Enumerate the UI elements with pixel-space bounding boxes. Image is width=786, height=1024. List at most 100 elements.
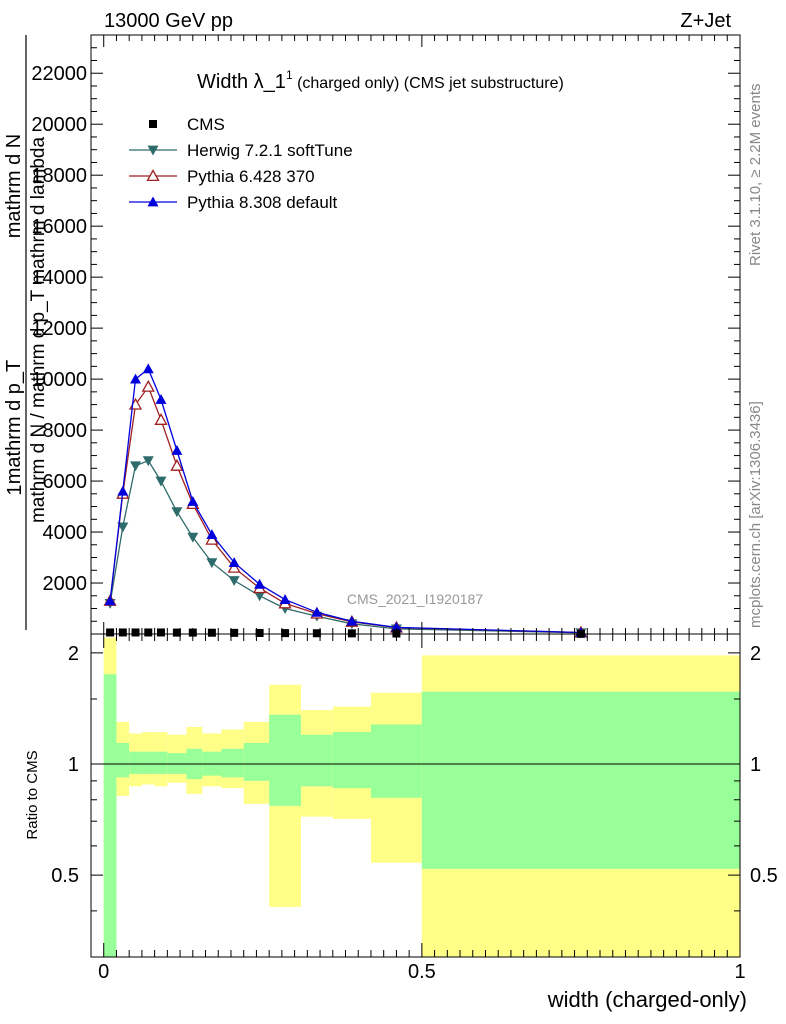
ratio-inner-band [269, 714, 301, 806]
ratio-y-tick-label-right: 1 [750, 754, 761, 776]
data-point-marker [311, 606, 323, 617]
data-point-marker [146, 169, 160, 182]
ratio-y-tick-label-right: 2 [750, 643, 761, 665]
y-tick-label: 14000 [31, 267, 87, 289]
plot-title-main: Width λ_1 [197, 71, 286, 93]
data-point-marker [171, 507, 183, 518]
ylabel-dn: mathrm d N [3, 134, 25, 238]
ratio-y-tick-label-left: 2 [68, 643, 79, 665]
ratio-xlabel: width (charged-only) [547, 987, 747, 1012]
series-3 [104, 363, 587, 637]
data-point-marker [141, 379, 155, 392]
data-point-marker [154, 413, 168, 425]
ratio-axis-ticks: 0.5 0.5 1 1 2 2 0 0.5 1 [51, 634, 778, 983]
x-tick-label: 1 [734, 961, 745, 983]
y-tick-label: 12000 [31, 318, 87, 340]
plot-title-rest: (charged only) (CMS jet substructure) [293, 75, 564, 92]
data-point-marker [155, 476, 167, 487]
data-point-marker [228, 576, 240, 586]
data-point-marker [118, 628, 127, 637]
data-point-marker [171, 444, 183, 455]
legend-label: Herwig 7.2.1 softTune [187, 141, 353, 160]
data-point-marker [228, 557, 240, 568]
data-point-marker [147, 145, 159, 156]
series-line [109, 367, 581, 634]
ratio-inner-band [129, 751, 142, 774]
analysis-watermark: CMS_2021_I1920187 [347, 591, 483, 607]
series-1 [104, 456, 587, 639]
main-axis-ticks: 2000 4000 6000 8000 10000 12000 14000 16000 1800… [31, 35, 741, 634]
data-point-marker [390, 621, 402, 632]
data-point-marker [155, 393, 167, 404]
x-tick-label: 0 [98, 961, 109, 983]
ratio-y-tick-label-right: 0.5 [750, 865, 778, 887]
main-curves-layer [103, 363, 588, 639]
y-tick-label: 10000 [31, 369, 87, 391]
data-point-marker [207, 628, 216, 637]
data-point-marker [187, 532, 199, 543]
data-point-marker [170, 458, 184, 471]
ratio-inner-band [116, 742, 130, 778]
plot-title: Width λ_11 (charged only) (CMS jet subst… [197, 68, 564, 93]
ylabel-one: 1 [4, 484, 26, 495]
ratio-bands-layer [103, 637, 740, 957]
ratio-inner-band [332, 732, 371, 789]
data-point-marker [142, 363, 154, 374]
y-tick-label: 20000 [31, 114, 87, 136]
data-point-marker [346, 615, 358, 626]
data-point-marker [279, 594, 291, 604]
legend-label: Pythia 6.428 370 [187, 167, 315, 186]
ratio-inner-band [221, 748, 244, 778]
data-point-marker [254, 591, 266, 602]
data-point-marker [130, 373, 142, 384]
data-point-marker [281, 629, 290, 638]
ratio-ylabel: Ratio to CMS [24, 750, 41, 839]
data-point-marker [131, 628, 140, 637]
data-point-marker [117, 522, 129, 533]
y-tick-label: 16000 [31, 216, 87, 238]
data-point-marker [206, 558, 218, 569]
main-plot-panel: 2000 4000 6000 8000 10000 12000 14000 16000 1800… [3, 34, 741, 639]
rivet-label: Rivet 3.1.10, ≥ 2.2M events [747, 84, 764, 267]
ylabel-dpt: mathrm d p_T [3, 360, 25, 484]
ratio-inner-band [154, 751, 168, 774]
data-point-marker [130, 461, 142, 472]
y-tick-label: 22000 [31, 63, 87, 85]
ratio-inner-band [421, 691, 740, 869]
data-point-marker [149, 120, 157, 128]
data-point-marker [206, 529, 218, 539]
data-point-marker [312, 629, 321, 638]
mcplots-label: mcplots.cern.ch [arXiv:1306.3436] [747, 401, 764, 628]
ratio-inner-band [300, 734, 333, 787]
data-point-marker [187, 495, 199, 506]
main-ylabel: 1 mathrm d N mathrm d p_T mathrm d N / m… [3, 35, 49, 630]
ratio-y-tick-label-left: 0.5 [51, 865, 79, 887]
data-point-marker [205, 532, 219, 545]
energy-label: 13000 GeV pp [104, 10, 233, 32]
y-tick-label: 18000 [31, 165, 87, 187]
ylabel-inner: mathrm d N / mathrm d p_T mathrm d lambd… [28, 137, 49, 524]
data-point-marker [227, 560, 241, 573]
series-line [109, 459, 581, 634]
y-tick-label: 8000 [43, 420, 88, 442]
ratio-plot-panel: 0.5 0.5 1 1 2 2 0 0.5 1 Ratio to CMS width (char… [24, 633, 778, 1012]
data-point-marker [255, 628, 264, 637]
data-point-marker [106, 628, 115, 637]
data-point-marker [142, 456, 154, 467]
data-point-marker [147, 196, 159, 207]
ratio-plot-frame [90, 633, 741, 958]
data-point-marker [230, 628, 239, 637]
process-label: Z+Jet [680, 10, 731, 32]
plot-title-sup: 1 [286, 68, 293, 82]
data-point-marker [172, 628, 181, 637]
ratio-inner-band [243, 742, 270, 781]
data-point-marker [156, 628, 165, 637]
data-point-marker [347, 629, 356, 638]
ratio-inner-band [141, 751, 155, 774]
y-tick-label: 2000 [43, 573, 88, 595]
ratio-y-tick-label-left: 1 [68, 754, 79, 776]
legend-label: Pythia 8.308 default [187, 193, 338, 212]
y-tick-label: 4000 [43, 522, 88, 544]
legend-label: CMS [187, 115, 225, 134]
